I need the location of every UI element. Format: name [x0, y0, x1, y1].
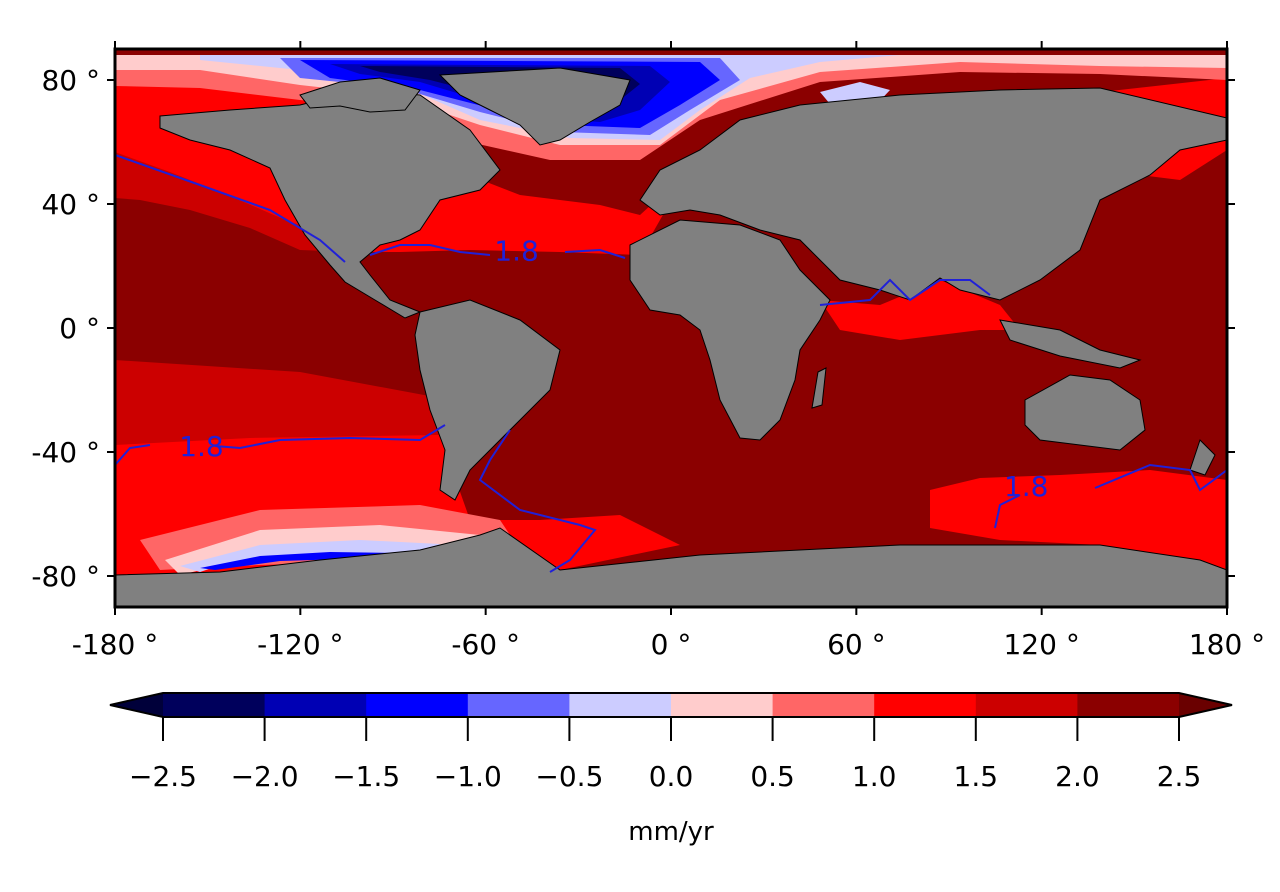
- contour-lines: [115, 154, 1227, 573]
- colorbar-segments: [163, 693, 1180, 717]
- contour-label-2: 1.8: [1004, 470, 1049, 503]
- colorbar-ticks: [162, 717, 1180, 741]
- y-tick-labels: 80 ° 40 ° 0 ° -40 ° -80 °: [31, 64, 100, 593]
- colorbar-tick-label-9: 2.0: [1055, 760, 1100, 793]
- contour-north-pacific: [115, 154, 346, 263]
- map-panel: 1.8 1.8 1.8 -180 ° -120 ° -60 ° 0 ° 60 ° 120 ° 1…: [31, 41, 1265, 661]
- colorbar-segment-8: [975, 693, 1078, 717]
- greenland: [438, 67, 631, 146]
- colorbar-tick-label-5: 0.0: [649, 760, 694, 793]
- contour-south-pacific-a: [115, 444, 151, 466]
- colorbar-segment-6: [772, 693, 875, 717]
- new-zealand: [1189, 439, 1216, 476]
- antarctica: [115, 527, 1227, 607]
- north-america: [159, 89, 501, 319]
- colorbar-segment-4: [569, 693, 672, 717]
- contour-north-atlantic-b: [564, 248, 626, 259]
- colorbar: −2.5 −2.0 −1.5 −1.0 −0.5 0.0 0.5 1.0 1.5 2.0 2.5 m…: [109, 692, 1233, 847]
- indonesia: [999, 319, 1142, 369]
- australia: [1024, 374, 1146, 451]
- colorbar-tick-label-4: −0.5: [535, 760, 603, 793]
- colorbar-tick-label-8: 1.5: [954, 760, 999, 793]
- south-america: [414, 299, 561, 501]
- colorbar-tick-labels: −2.5 −2.0 −1.5 −1.0 −0.5 0.0 0.5 1.0 1.5 2.0 2.5: [129, 760, 1201, 793]
- africa: [629, 219, 831, 441]
- contour-north-atlantic-a: [369, 244, 491, 256]
- colorbar-tick-label-3: −1.0: [434, 760, 502, 793]
- x-tick-label-4: 60 °: [827, 628, 886, 661]
- contour-south-atlantic: [478, 429, 597, 573]
- y-tick-label-1: 40 °: [41, 188, 100, 221]
- x-tick-label-3: 0 °: [651, 628, 692, 661]
- colorbar-segment-5: [671, 693, 774, 717]
- indian-ocean-red: [820, 280, 1020, 340]
- colorbar-tick-label-6: 0.5: [750, 760, 795, 793]
- arctic-islands: [299, 77, 421, 113]
- contour-labels: 1.8 1.8 1.8: [179, 235, 1048, 504]
- x-tick-label-1: -120 °: [257, 628, 343, 661]
- colorbar-segment-9: [1077, 693, 1180, 717]
- map-ticks: [107, 41, 1235, 615]
- x-tick-label-2: -60 °: [451, 628, 520, 661]
- y-tick-label-3: -40 °: [31, 436, 100, 469]
- x-tick-labels: -180 ° -120 ° -60 ° 0 ° 60 ° 120 ° 180 °: [72, 628, 1265, 661]
- colorbar-tick-label-1: −2.0: [231, 760, 299, 793]
- colorbar-segment-1: [264, 693, 367, 717]
- contour-south-pacific-b: [214, 424, 446, 450]
- eurasia: [639, 87, 1227, 301]
- x-tick-label-0: -180 °: [72, 628, 158, 661]
- contour-south-indian-b: [1094, 463, 1227, 492]
- contour-arabian-sea: [819, 278, 991, 306]
- colorbar-under-extension: [110, 693, 163, 717]
- colorbar-segment-7: [874, 693, 977, 717]
- colorbar-over-extension: [1179, 693, 1232, 717]
- contour-label-1: 1.8: [179, 430, 224, 463]
- colorbar-tick-label-7: 1.0: [852, 760, 897, 793]
- x-tick-label-5: 120 °: [1003, 628, 1079, 661]
- colorbar-segment-2: [366, 693, 469, 717]
- colorbar-segment-0: [163, 693, 266, 717]
- colorbar-segment-3: [467, 693, 570, 717]
- colorbar-label: mm/yr: [628, 817, 714, 847]
- land: [115, 67, 1227, 607]
- contour-south-indian-a: [994, 494, 1021, 529]
- madagascar: [811, 367, 827, 409]
- y-tick-label-2: 0 °: [59, 312, 100, 345]
- y-tick-label-4: -80 °: [31, 560, 100, 593]
- colorbar-tick-label-0: −2.5: [129, 760, 197, 793]
- colorbar-tick-label-10: 2.5: [1157, 760, 1202, 793]
- y-tick-label-0: 80 °: [41, 64, 100, 97]
- contour-label-0: 1.8: [494, 235, 539, 268]
- southern-indian-red: [930, 470, 1227, 572]
- colorbar-tick-label-2: −1.5: [332, 760, 400, 793]
- x-tick-label-6: 180 °: [1189, 628, 1265, 661]
